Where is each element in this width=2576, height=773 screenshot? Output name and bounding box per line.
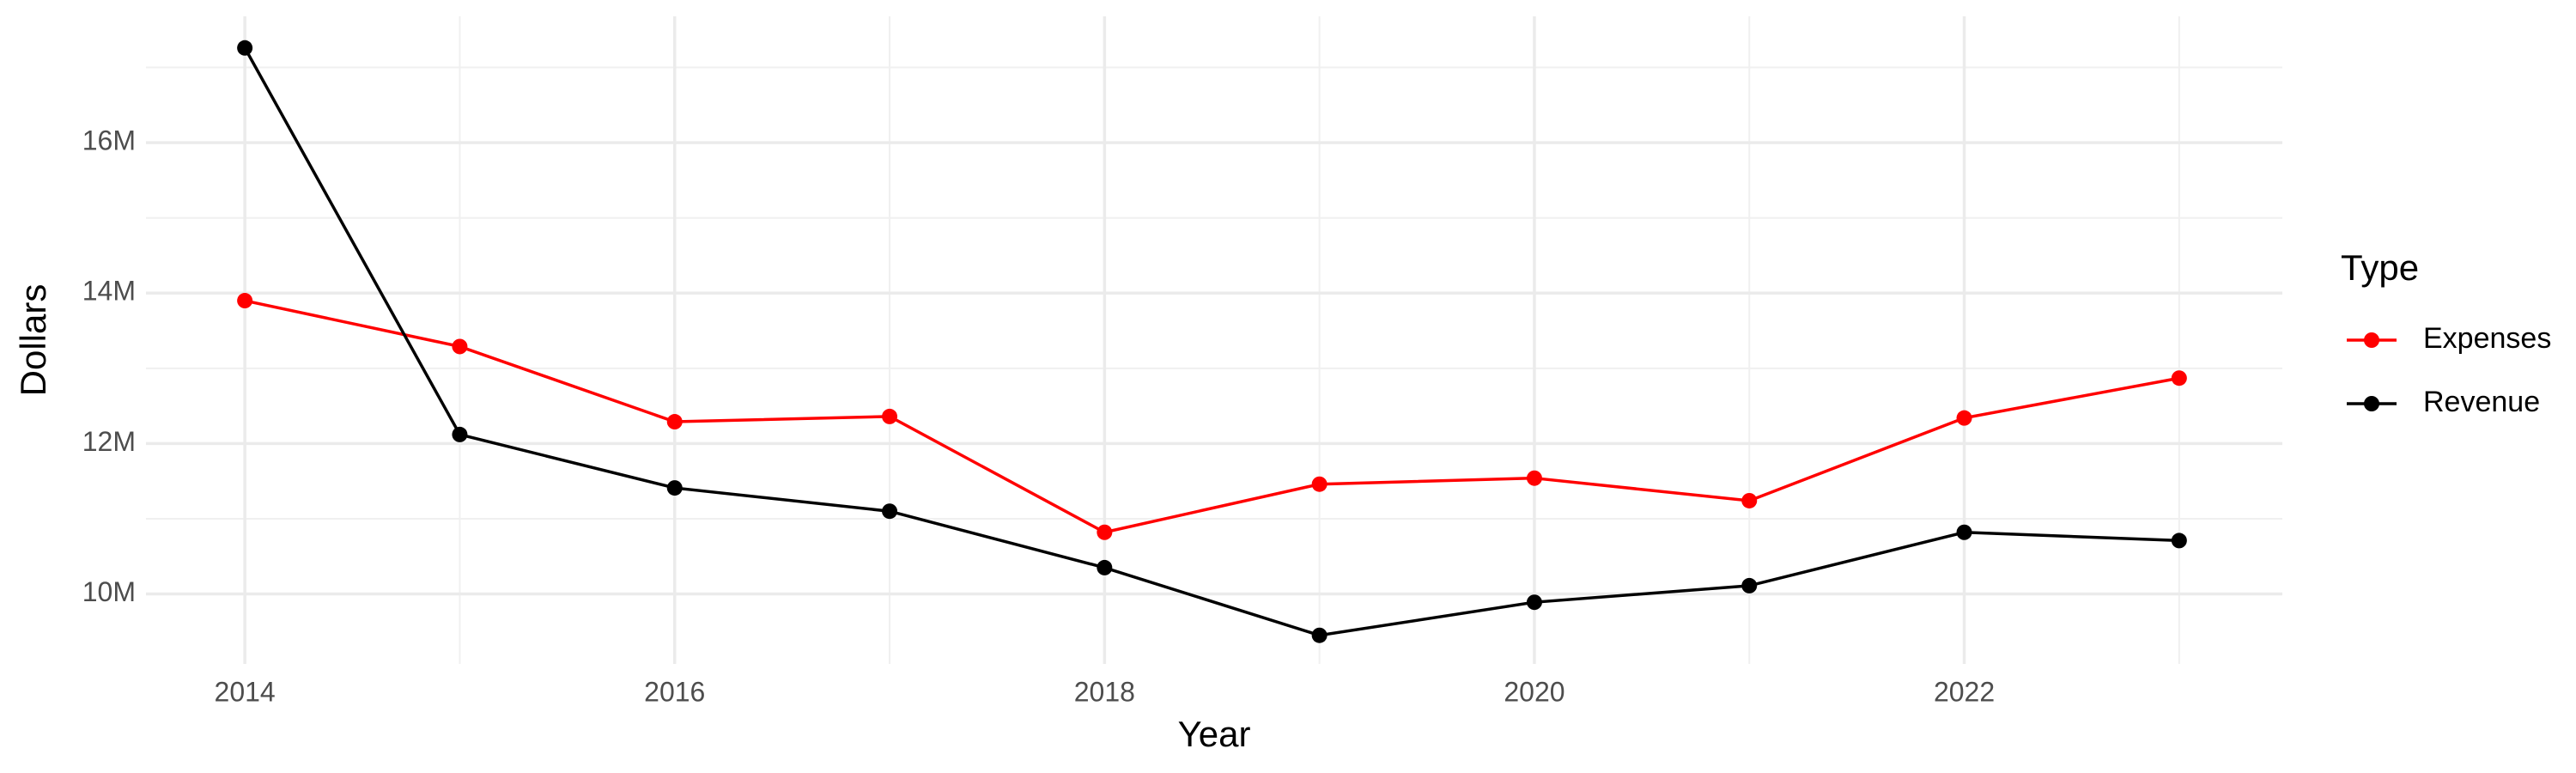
- y-tick-label: 14M: [82, 276, 136, 307]
- legend-key-point: [2364, 396, 2379, 411]
- data-point: [452, 426, 468, 442]
- data-point: [882, 408, 898, 424]
- grid: [146, 16, 2282, 664]
- y-tick-label: 12M: [82, 426, 136, 457]
- x-tick-label: 2014: [215, 676, 276, 707]
- data-point: [666, 480, 683, 496]
- y-tick-label: 16M: [82, 125, 136, 156]
- legend-title: Type: [2341, 247, 2419, 288]
- data-point: [1741, 577, 1758, 593]
- y-tick-label: 10M: [82, 576, 136, 607]
- series-line: [243, 46, 2179, 637]
- data-point: [1097, 559, 1113, 575]
- legend-key-point: [2364, 332, 2379, 348]
- data-point: [1526, 594, 1542, 611]
- data-point: [1526, 470, 1542, 486]
- data-point: [1956, 524, 1972, 540]
- data-point: [1741, 492, 1758, 508]
- data-point: [1311, 476, 1327, 492]
- data-point: [2171, 533, 2187, 549]
- y-axis-title: Dollars: [13, 284, 53, 397]
- data-point: [1956, 410, 1972, 426]
- data-point: [1097, 524, 1113, 540]
- plot: [237, 40, 2187, 643]
- data-point: [452, 338, 468, 355]
- x-tick-label: 2020: [1504, 676, 1564, 707]
- x-tick-label: 2018: [1074, 676, 1135, 707]
- legend-label: Expenses: [2423, 322, 2551, 355]
- data-point: [1311, 627, 1327, 643]
- x-tick-label: 2016: [644, 676, 705, 707]
- x-axis-title: Year: [1178, 714, 1251, 754]
- legend-label: Revenue: [2423, 386, 2540, 418]
- data-point: [666, 414, 683, 430]
- data-point: [237, 293, 253, 309]
- data-point: [2171, 370, 2187, 386]
- data-point: [237, 40, 253, 56]
- x-tick-label: 2022: [1934, 676, 1995, 707]
- data-point: [882, 503, 898, 520]
- series-line: [244, 299, 2180, 534]
